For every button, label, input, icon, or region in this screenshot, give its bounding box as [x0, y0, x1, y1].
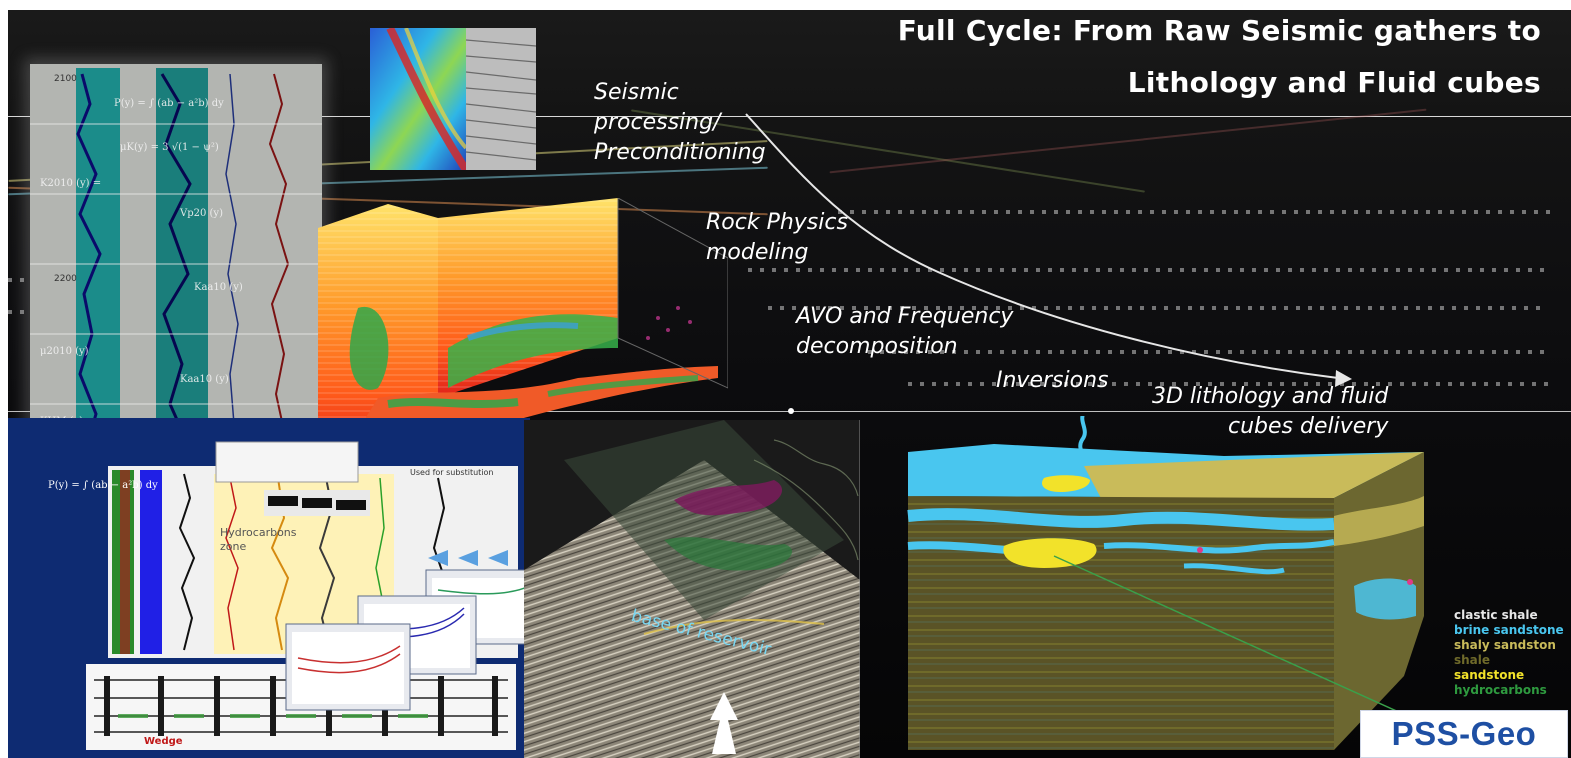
fluid-substitution-label: Used for substitution: [410, 468, 494, 477]
svg-text:Kaa10 (y): Kaa10 (y): [180, 374, 229, 385]
bg-dots: [868, 350, 1548, 354]
upper-divider-line: [8, 116, 1571, 117]
log-analysis-panel: P(y) = ∫ (ab − a²b) dy Hydrocarbons zone…: [8, 418, 530, 758]
legend-item-sandstone: sandstone: [1454, 668, 1525, 682]
step-seismic-processing: Seismic processing/ Preconditioning: [594, 78, 766, 168]
well-log-panel: P(y) = ∫ (ab − a²b) dy μK(y) = 3 √(1 − ψ…: [30, 64, 322, 458]
step-line: Rock Physics: [706, 210, 848, 235]
step-avo-frequency: AVO and Frequency decomposition: [796, 302, 1013, 362]
lithology-cube-graphic: [907, 416, 1435, 750]
workflow-arrow: [745, 113, 1352, 387]
svg-text:P(y) = ∫ (ab − a²b) dy: P(y) = ∫ (ab − a²b) dy: [48, 480, 158, 491]
lithology-legend: clastic shale brine sandstone shaly sand…: [1454, 608, 1571, 698]
svg-text:μ2010 (y): μ2010 (y): [40, 346, 89, 357]
depth-label-mid: 2200: [54, 274, 77, 284]
step-rock-physics: Rock Physics modeling: [706, 208, 848, 268]
svg-text:μK(y) = 3 √(1 − ψ²): μK(y) = 3 √(1 − ψ²): [120, 142, 219, 153]
pss-geo-logo: PSS-Geo: [1360, 710, 1568, 758]
arrow-up-icon: [710, 692, 738, 754]
step-line: Inversions: [996, 368, 1109, 393]
legend-item-shaly-sandstone: shaly sandston: [1454, 638, 1556, 652]
svg-text:P(y) = ∫ (ab − a²b) dy: P(y) = ∫ (ab − a²b) dy: [114, 98, 224, 109]
title-line-1: Full Cycle: From Raw Seismic gathers to: [897, 14, 1541, 47]
title-line-2: Lithology and Fluid cubes: [1127, 66, 1541, 99]
seismic-attribute-panel: [370, 28, 536, 170]
step-line: AVO and Frequency: [796, 304, 1014, 329]
divider-marker-dot: [788, 408, 794, 414]
seismic-section-graphic: [524, 420, 860, 758]
step-line: processing/: [594, 110, 721, 135]
wedge-label: Wedge: [144, 736, 183, 747]
well-log-graphic: P(y) = ∫ (ab − a²b) dy μK(y) = 3 √(1 − ψ…: [30, 64, 322, 458]
step-line: modeling: [706, 240, 809, 265]
seismic-section-panel: base of reservoir: [524, 420, 860, 758]
step-line: Seismic: [594, 80, 679, 105]
rock-physics-volume-panel: [318, 198, 728, 470]
bg-dots: [838, 210, 1558, 214]
svg-text:Vp20 (y): Vp20 (y): [179, 208, 223, 219]
seismic-attribute-graphic: [370, 28, 536, 170]
log-analysis-graphic: P(y) = ∫ (ab − a²b) dy: [48, 441, 530, 750]
hydrocarbons-zone-label: Hydrocarbons zone: [220, 526, 297, 553]
legend-item-clastic-shale: clastic shale: [1454, 608, 1538, 622]
avo-plot-windows: [285, 569, 530, 711]
step-inversions: Inversions: [996, 366, 1108, 396]
step-line: decomposition: [796, 334, 958, 359]
step-line: Preconditioning: [594, 140, 766, 165]
legend-item-hydrocarbons: hydrocarbons: [1454, 683, 1547, 697]
depth-label-top: 2100: [54, 74, 77, 84]
bg-dots: [768, 306, 1548, 310]
legend-item-brine-sandstone: brine sandstone: [1454, 623, 1564, 637]
rock-physics-volume-graphic: [318, 198, 728, 458]
legend-item-shale: shale: [1454, 653, 1491, 667]
svg-text:Kaa10 (y): Kaa10 (y): [194, 282, 243, 293]
lithology-cube-panel: [904, 416, 1444, 756]
arrow-head-icon: [1335, 370, 1352, 387]
step-line: cubes delivery: [1228, 414, 1389, 439]
logo-text: PSS-Geo: [1391, 715, 1537, 752]
svg-text:K2010 (y) =: K2010 (y) =: [40, 178, 101, 189]
step-line: 3D lithology and fluid: [1152, 384, 1389, 409]
step-cubes-delivery: 3D lithology and fluid cubes delivery: [1152, 382, 1388, 442]
workflow-poster: Full Cycle: From Raw Seismic gathers to …: [8, 10, 1571, 758]
bg-dots: [748, 268, 1548, 272]
bg-dots: [908, 382, 1548, 386]
